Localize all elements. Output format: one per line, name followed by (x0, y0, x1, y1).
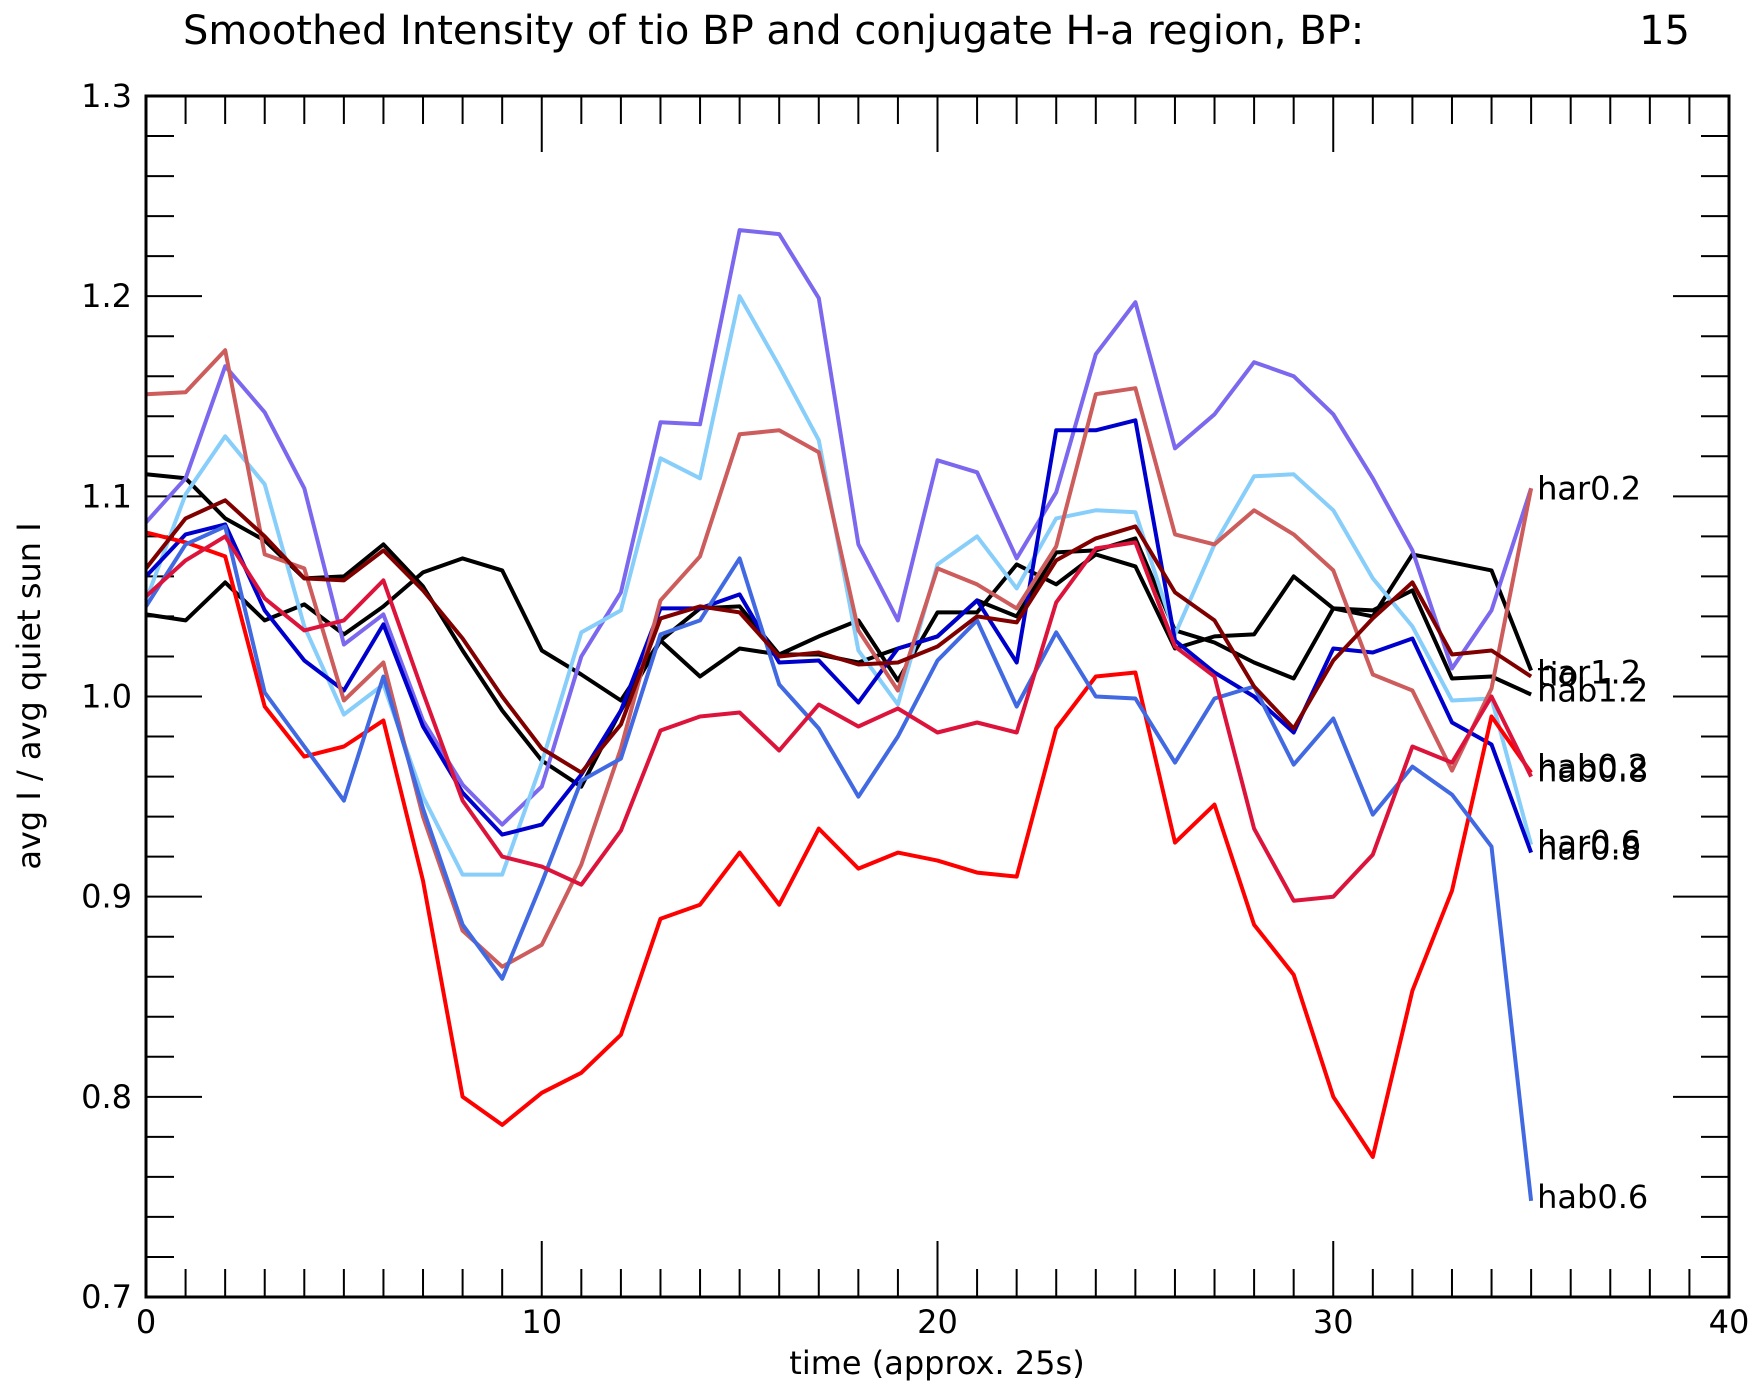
y-tick-label: 1.1 (81, 477, 132, 515)
series-line-hab1-2 (144, 498, 1533, 775)
y-axis-label: avg I / avg quiet sun I (10, 522, 48, 869)
tick-labels: 0 10 20 30 40 0.7 0.8 0.9 1.0 1.1 1.2 1.3 (81, 77, 1749, 1341)
y-tick-label: 0.7 (81, 1278, 132, 1316)
series-label-hab0-2: hab0.2 (1537, 748, 1648, 786)
series-label-hab0-8: hab0.8 (1537, 752, 1648, 790)
series-label-har0-6: har0.6 (1537, 824, 1641, 862)
y-tick-label: 1.3 (81, 77, 132, 115)
y-tick-label: 1.2 (81, 277, 132, 315)
series-layer (144, 228, 1534, 1202)
chart-title: Smoothed Intensity of tio BP and conjuga… (183, 8, 1364, 54)
series-line-tio (145, 552, 1533, 703)
plot-frame (144, 94, 1731, 1299)
series-label-hab0-6: hab0.6 (1537, 1178, 1648, 1216)
series-label-ha: ha (1537, 469, 1577, 507)
series-end-labels: tiohahar0.2har0.6har0.8har1.2hab0.2hab0.… (1537, 469, 1648, 1216)
series-label-hab1-2: hab1.2 (1537, 671, 1648, 709)
series-line-har0-6 (144, 294, 1534, 877)
series-label-har0-2: har0.2 (1537, 469, 1641, 507)
y-tick-label: 0.9 (81, 878, 132, 916)
x-axis-label: time (approx. 25s) (789, 1344, 1084, 1382)
series-line-hab0-2 (145, 530, 1533, 1159)
series-label-har1-2: har1.2 (1537, 653, 1641, 691)
series-line-har1-2 (145, 348, 1534, 969)
x-tick-label: 20 (917, 1303, 958, 1341)
x-tick-label: 10 (521, 1303, 562, 1341)
x-tick-label: 30 (1313, 1303, 1354, 1341)
series-line-har0-2 (144, 228, 1534, 827)
y-tick-label: 0.8 (81, 1078, 132, 1116)
y-tick-label: 1.0 (81, 678, 132, 716)
series-line-hab0-6 (144, 524, 1534, 1202)
chart-title-value: 15 (1639, 8, 1690, 54)
x-tick-label: 0 (136, 1303, 156, 1341)
series-label-tio: tio (1537, 655, 1578, 693)
series-label-har0-8: har0.8 (1537, 830, 1641, 868)
series-line-hab0-8 (144, 534, 1533, 903)
x-tick-label: 40 (1709, 1303, 1750, 1341)
